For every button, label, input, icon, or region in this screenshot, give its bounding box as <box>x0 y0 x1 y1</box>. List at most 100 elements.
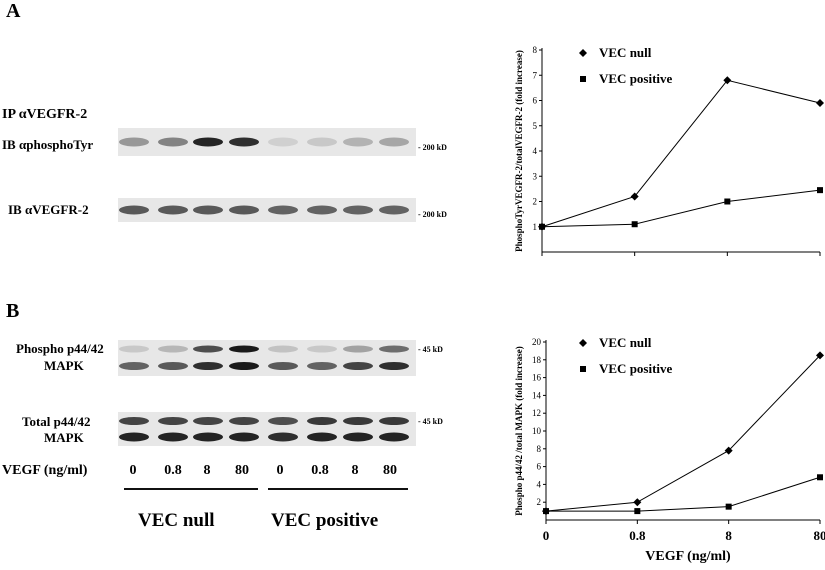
ib-phosphotyr-label: IB αphosphoTyr <box>2 137 94 152</box>
y-tick-label: 20 <box>532 337 542 347</box>
legend-marker-square <box>580 76 586 82</box>
dose-label: 0 <box>276 463 284 478</box>
legend-label: VEC null <box>599 335 652 350</box>
total-label-line2: MAPK <box>44 430 84 445</box>
blot-band <box>119 432 149 442</box>
blot-band <box>268 362 298 370</box>
vegf-dose-label: VEGF (ng/ml) <box>2 463 88 478</box>
data-point-diamond <box>816 99 824 108</box>
blot-band <box>158 345 188 353</box>
series-line <box>541 189 821 228</box>
panel-a-letter: A <box>6 0 21 22</box>
y-tick-label: 18 <box>532 355 542 365</box>
blot-band <box>119 417 149 425</box>
y-tick-label: 10 <box>532 426 542 436</box>
y-tick-label: 2 <box>533 197 538 207</box>
y-tick-label: 5 <box>533 121 538 131</box>
legend-marker-diamond <box>579 339 587 347</box>
blot-a-phosphotyr <box>118 128 416 156</box>
dose-label: 80 <box>383 463 397 478</box>
blot-band <box>229 432 259 442</box>
x-tick-label: 8 <box>725 528 732 543</box>
phospho-label-line1: Phospho p44/42 <box>16 341 104 356</box>
blot-band <box>119 345 149 353</box>
group-label-vec-positive: VEC positive <box>271 510 379 531</box>
blot-band <box>193 205 223 215</box>
y-tick-label: 8 <box>537 444 542 454</box>
blot-band <box>343 205 373 215</box>
dose-label: 0.8 <box>164 463 182 478</box>
blot-b-total-mapk <box>118 412 416 446</box>
blot-band <box>229 417 259 425</box>
data-point-square <box>817 187 823 194</box>
dose-label: 8 <box>351 463 359 478</box>
dose-label: 80 <box>235 463 249 478</box>
blot-band <box>119 205 149 215</box>
blot-band <box>307 137 337 147</box>
y-tick-label: 4 <box>537 479 542 489</box>
blot-band <box>158 362 188 370</box>
blot-band <box>343 137 373 147</box>
group-bar-vec-positive <box>268 488 408 490</box>
blot-band <box>343 417 373 425</box>
legend-label: VEC positive <box>599 361 673 376</box>
y-tick-label: 1 <box>533 222 538 232</box>
y-tick-label: 8 <box>533 45 538 55</box>
blot-band <box>379 205 409 215</box>
blot-band <box>158 205 188 215</box>
blot-band <box>158 432 188 442</box>
data-point-square <box>724 198 731 205</box>
data-point-square <box>725 503 732 510</box>
blot-band <box>193 417 223 425</box>
dose-label: 0.8 <box>311 463 329 478</box>
blot-band <box>229 205 259 215</box>
y-tick-label: 7 <box>533 70 538 80</box>
y-tick-label: 3 <box>533 171 538 181</box>
blot-band <box>193 362 223 370</box>
x-tick-label: 0 <box>543 528 550 543</box>
blot-band <box>379 362 409 370</box>
blot-band <box>307 362 337 370</box>
panel-b-letter: B <box>6 300 20 322</box>
group-bar-vec-null <box>124 488 258 490</box>
blot-band <box>229 137 259 147</box>
data-point-square <box>817 474 823 481</box>
series-line <box>546 476 821 512</box>
blot-band <box>158 417 188 425</box>
blot-b-phospho-mapk <box>118 340 416 376</box>
y-axis-label: PhosphoTyrVEGFR-2/totalVEGFR-2 (fold inc… <box>514 50 524 252</box>
x-tick-label: 0.8 <box>629 528 646 543</box>
data-point-diamond <box>630 192 639 201</box>
dose-label: 0 <box>129 463 137 478</box>
group-label-vec-null: VEC null <box>138 510 215 531</box>
legend-marker-square <box>580 366 586 372</box>
blot-band <box>307 432 337 442</box>
blot-band <box>307 417 337 425</box>
blot-band <box>343 362 373 370</box>
series-line <box>545 355 821 512</box>
blot-a-total-vegfr2 <box>118 198 416 222</box>
x-axis-label: VEGF (ng/ml) <box>645 549 731 564</box>
blot-band <box>268 432 298 442</box>
kd-marker-a2: - 200 kD <box>418 210 447 219</box>
blot-band <box>193 432 223 442</box>
blot-band <box>193 345 223 353</box>
blot-band <box>307 205 337 215</box>
y-tick-label: 2 <box>537 497 542 507</box>
data-point-square <box>543 508 549 515</box>
y-tick-label: 6 <box>537 462 542 472</box>
blot-band <box>379 417 409 425</box>
data-point-diamond <box>723 76 732 85</box>
blot-band <box>229 362 259 370</box>
data-point-square <box>634 508 641 515</box>
data-point-square <box>631 221 638 228</box>
blot-band <box>268 417 298 425</box>
x-tick-label: 80 <box>814 528 825 543</box>
kd-marker-b2: - 45 kD <box>418 417 443 426</box>
kd-marker-b1: - 45 kD <box>418 345 443 354</box>
blot-band <box>268 205 298 215</box>
blot-band <box>193 137 223 147</box>
blot-band <box>229 345 259 353</box>
blot-band <box>379 345 409 353</box>
